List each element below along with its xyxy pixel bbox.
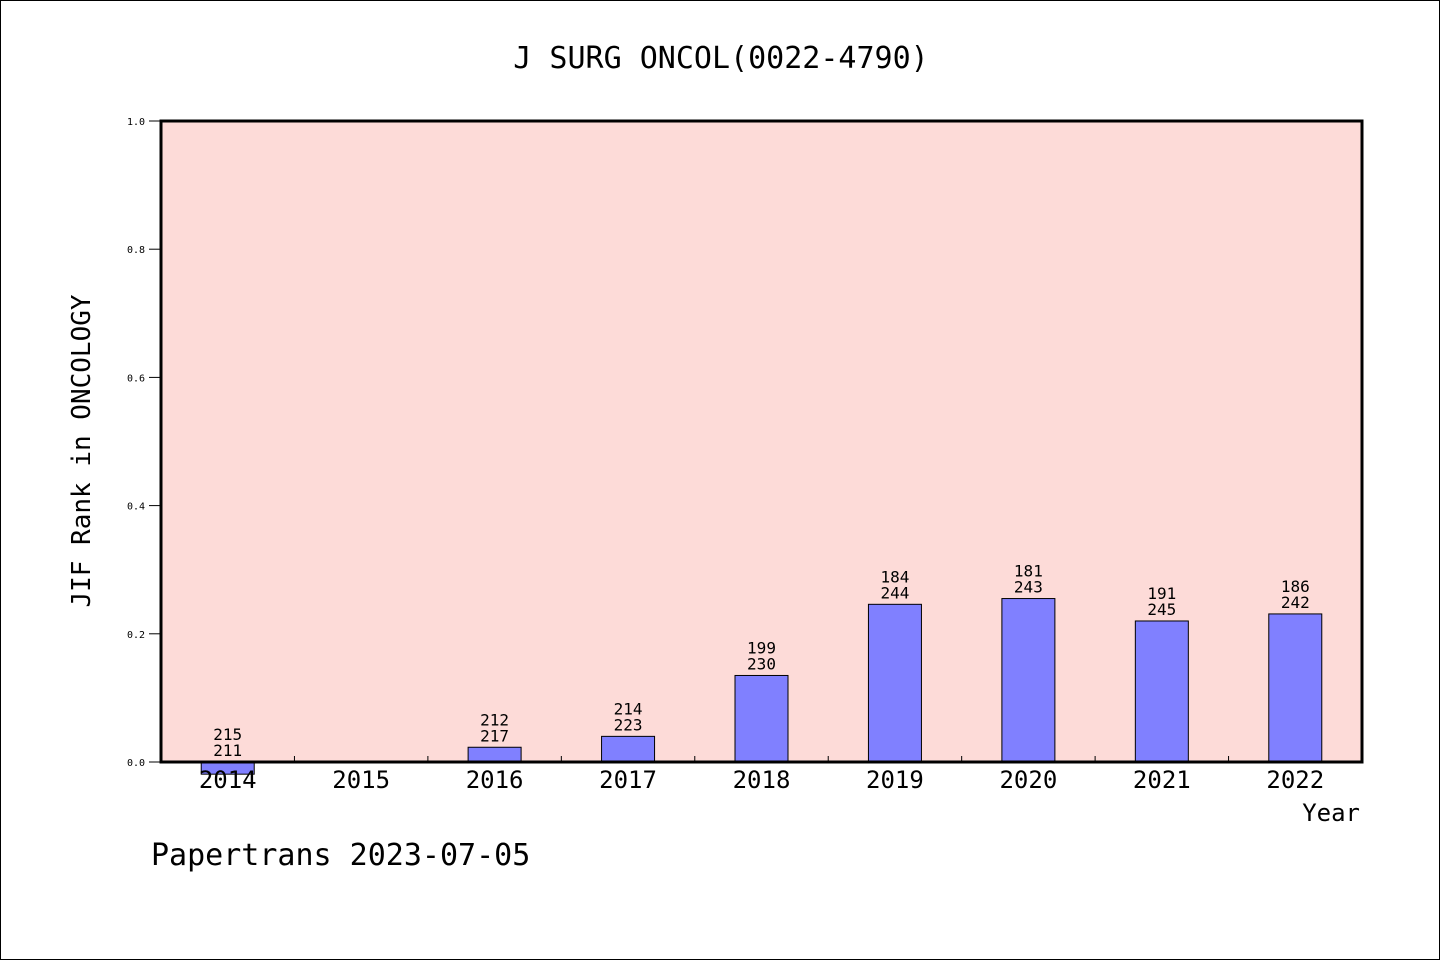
x-tick-label: 2021 [1133,766,1191,794]
bar-total-label: 217 [480,726,509,745]
bar-total-label: 242 [1281,593,1310,612]
x-tick-label: 2016 [466,766,524,794]
x-tick-label: 2022 [1266,766,1324,794]
x-tick-label: 2019 [866,766,924,794]
x-tick-label: 2017 [599,766,657,794]
bar-rank-label: 199 [747,638,776,657]
footer-credit: Papertrans 2023-07-05 [151,838,530,873]
bar-2017 [601,735,656,763]
chart-title: J SURG ONCOL(0022-4790) [513,41,928,76]
bar-group [200,598,1323,775]
bar-2020 [1001,598,1056,763]
bar-2021 [1134,620,1189,763]
bar-2019 [867,603,922,763]
x-axis: 2014 2015 2016 2017 2018 2019 2020 2021 2022 [199,756,1324,794]
y-tick-label: 1.0 [127,117,145,128]
bar-rank-label: 191 [1147,584,1176,603]
plot-border [159,119,1364,764]
bar-rank-label: 212 [480,710,509,729]
bar-total-label: 244 [880,583,909,602]
y-tick-label: 0.8 [127,245,145,256]
bar-rank-label: 215 [213,725,242,744]
x-axis-label: Year [1302,799,1360,827]
bar-total-label: 230 [747,654,776,673]
x-tick-label: 2018 [733,766,791,794]
bar-rank-label: 181 [1014,562,1043,581]
bar-total-label: 245 [1147,600,1176,619]
y-tick-label: 0.2 [127,630,145,641]
bar-total-label: 211 [213,741,242,760]
y-axis-label: JIF Rank in ONCOLOGY [67,294,97,607]
bar-rank-label: 186 [1281,577,1310,596]
bar-rank-label: 214 [614,699,643,718]
bar-2022 [1268,613,1323,763]
y-tick-label: 0.0 [127,758,145,769]
x-tick-label: 2020 [999,766,1057,794]
bar-total-label: 223 [614,715,643,734]
bar-2016 [467,746,522,763]
bar-total-label: 243 [1014,578,1043,597]
y-axis: 0.0 0.2 0.4 0.6 0.8 1.0 [127,117,161,769]
x-tick-label: 2014 [199,766,257,794]
x-tick-label: 2015 [332,766,390,794]
y-tick-label: 0.6 [127,373,145,384]
bar-2018 [734,674,789,763]
bar-rank-label: 184 [880,567,909,586]
y-tick-label: 0.4 [127,502,145,513]
